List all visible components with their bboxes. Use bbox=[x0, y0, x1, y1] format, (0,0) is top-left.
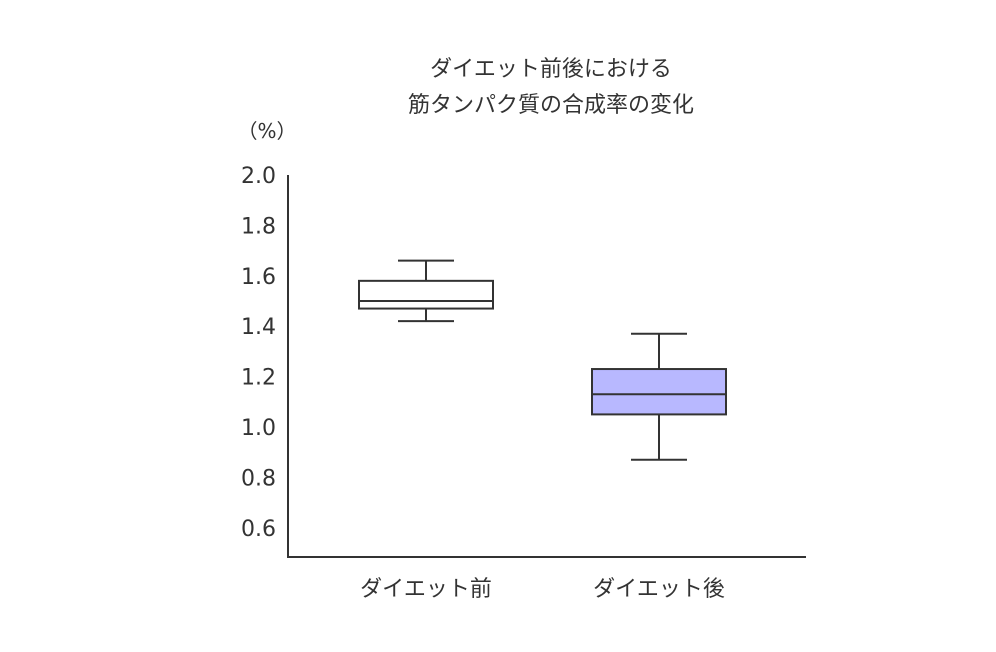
x-category-label: ダイエット前 bbox=[360, 577, 492, 602]
chart-title-line-1: ダイエット前後における bbox=[430, 57, 672, 82]
y-axis-unit-label: （%） bbox=[237, 119, 296, 143]
y-tick-label: 1.6 bbox=[241, 265, 276, 290]
y-tick-label: 1.8 bbox=[241, 214, 276, 239]
y-tick-label: 0.8 bbox=[241, 466, 276, 491]
chart-title-line-2: 筋タンパク質の合成率の変化 bbox=[408, 93, 694, 118]
box-iqr bbox=[358, 279, 494, 310]
x-category-label: ダイエット後 bbox=[593, 577, 725, 602]
y-tick-label: 2.0 bbox=[241, 164, 276, 189]
y-tick-label: 1.2 bbox=[241, 366, 276, 391]
y-tick-label: 0.6 bbox=[241, 517, 276, 542]
y-tick-label: 1.0 bbox=[241, 416, 276, 441]
box-iqr bbox=[591, 368, 727, 416]
plot-area: 2.0 1.8 1.6 1.4 1.2 1.0 0.8 0.6 ダイエット前 ダイエット後 bbox=[241, 164, 806, 602]
y-tick-label: 1.4 bbox=[241, 315, 276, 340]
